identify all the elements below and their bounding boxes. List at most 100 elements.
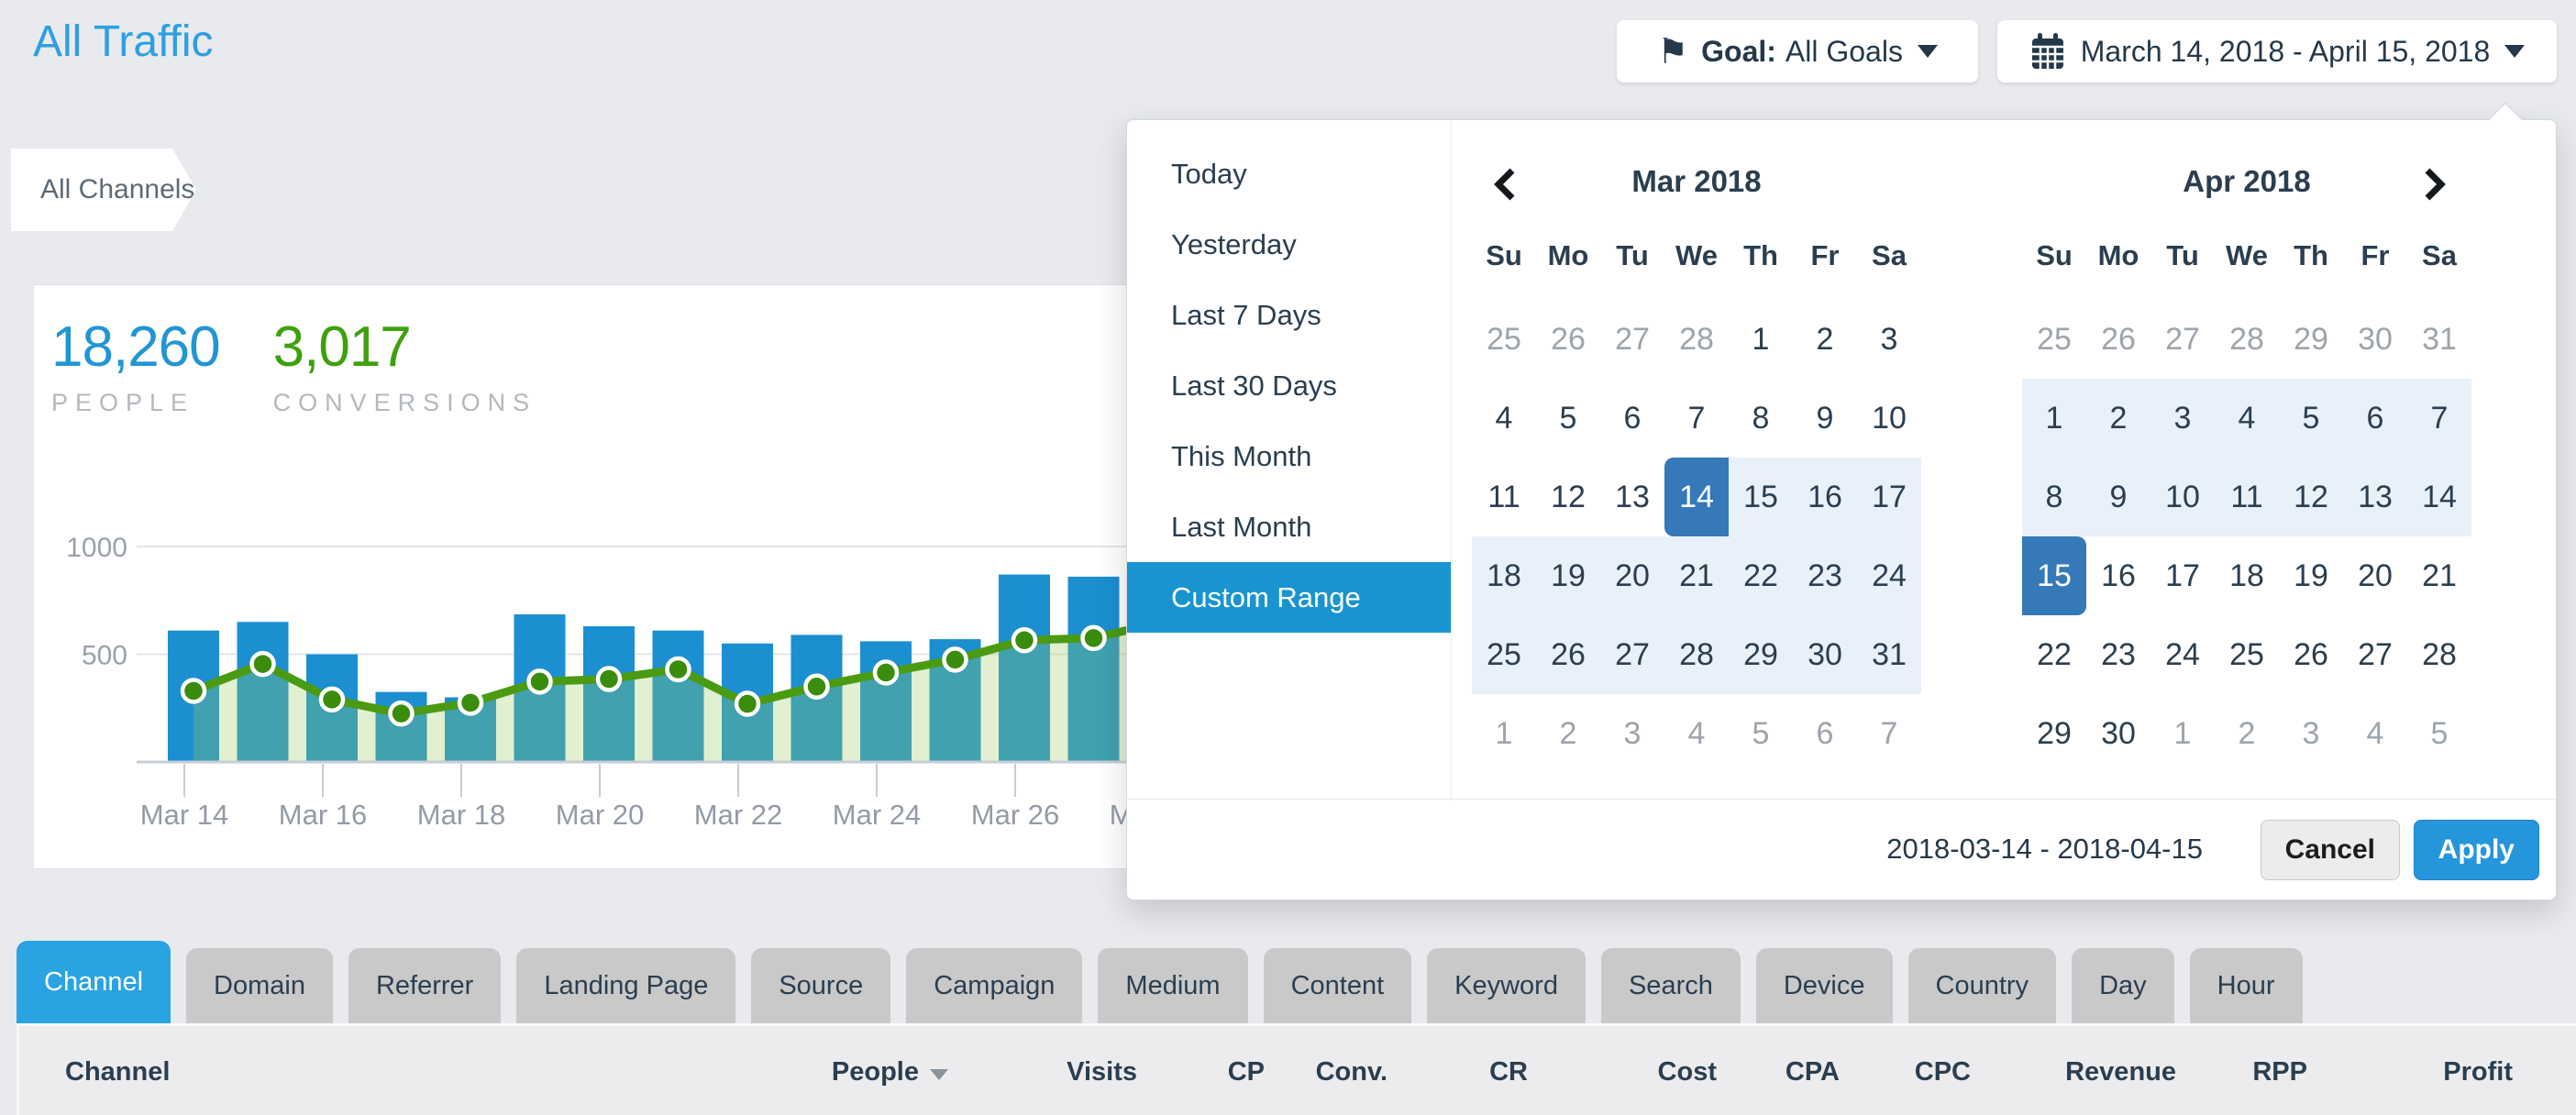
day-cell[interactable]: 24 xyxy=(1857,536,1921,615)
day-cell[interactable]: 9 xyxy=(1816,400,1834,436)
apply-button[interactable]: Apply xyxy=(2413,820,2539,880)
tab-referrer[interactable]: Referrer xyxy=(348,948,502,1023)
tab-hour[interactable]: Hour xyxy=(2189,948,2303,1023)
day-cell[interactable]: 6 xyxy=(1623,400,1642,436)
day-cell[interactable]: 29 xyxy=(2037,715,2072,751)
day-cell[interactable]: 25 xyxy=(1472,615,1536,694)
day-cell[interactable]: 20 xyxy=(1600,536,1664,615)
day-cell[interactable]: 10 xyxy=(2150,458,2215,536)
column-header-rpp[interactable]: RPP xyxy=(2252,1057,2307,1087)
day-cell[interactable]: 3 xyxy=(2150,379,2215,458)
day-cell[interactable]: 19 xyxy=(2294,558,2328,593)
preset-last-month[interactable]: Last Month xyxy=(1171,511,1312,543)
day-cell[interactable]: 17 xyxy=(1857,458,1921,536)
tab-day[interactable]: Day xyxy=(2072,948,2174,1023)
column-header-cpa[interactable]: CPA xyxy=(1785,1057,1840,1087)
tab-search[interactable]: Search xyxy=(1600,948,1741,1023)
day-cell[interactable]: 16 xyxy=(2101,558,2136,593)
day-cell[interactable]: 10 xyxy=(1872,400,1907,436)
day-cell[interactable]: 13 xyxy=(1615,479,1650,514)
day-cell[interactable]: 20 xyxy=(2358,558,2393,593)
day-cell[interactable]: 29 xyxy=(1729,615,1793,694)
column-header-cr[interactable]: CR xyxy=(1489,1057,1528,1087)
cancel-button[interactable]: Cancel xyxy=(2260,820,2400,880)
day-cell[interactable]: 8 xyxy=(1752,400,1770,436)
preset-custom-range[interactable]: Custom Range xyxy=(1127,562,1451,633)
column-header-revenue[interactable]: Revenue xyxy=(2065,1057,2176,1087)
day-cell[interactable]: 27 xyxy=(2358,636,2393,672)
day-cell[interactable]: 25 xyxy=(2229,636,2264,672)
day-cell[interactable]: 9 xyxy=(2086,458,2150,536)
prev-month-button[interactable] xyxy=(1490,166,1521,203)
tab-landing-page[interactable]: Landing Page xyxy=(516,948,736,1023)
day-cell[interactable]: 16 xyxy=(1793,458,1857,536)
breadcrumb-all-channels[interactable]: All Channels xyxy=(11,149,196,231)
day-cell[interactable]: 1 xyxy=(2022,379,2086,458)
day-cell[interactable]: 23 xyxy=(1793,536,1857,615)
column-header-cpc[interactable]: CPC xyxy=(1914,1057,1971,1087)
day-cell[interactable]: 2 xyxy=(2086,379,2150,458)
preset-yesterday[interactable]: Yesterday xyxy=(1171,228,1297,260)
day-cell[interactable]: 30 xyxy=(2101,715,2136,751)
day-cell[interactable]: 15 xyxy=(1729,458,1793,536)
goal-selector-button[interactable]: ⚑ Goal: All Goals xyxy=(1617,20,1978,83)
day-cell[interactable]: 26 xyxy=(1536,615,1600,694)
day-cell[interactable]: 15 xyxy=(2022,536,2086,615)
column-header-people[interactable]: People xyxy=(832,1057,948,1087)
day-cell[interactable]: 21 xyxy=(1664,536,1729,615)
tab-medium[interactable]: Medium xyxy=(1098,948,1248,1023)
column-header-channel[interactable]: Channel xyxy=(65,1057,171,1087)
day-cell[interactable]: 4 xyxy=(1495,400,1513,436)
day-cell[interactable]: 30 xyxy=(1793,615,1857,694)
day-cell[interactable]: 11 xyxy=(2215,458,2279,536)
day-cell[interactable]: 18 xyxy=(1472,536,1536,615)
day-cell[interactable]: 4 xyxy=(2215,379,2279,458)
day-cell[interactable]: 31 xyxy=(1857,615,1921,694)
day-cell[interactable]: 6 xyxy=(2343,379,2407,458)
next-month-button[interactable] xyxy=(2418,166,2449,203)
day-cell[interactable]: 28 xyxy=(2422,636,2457,672)
column-header-cost[interactable]: Cost xyxy=(1657,1057,1717,1087)
tab-keyword[interactable]: Keyword xyxy=(1427,948,1586,1023)
day-cell[interactable]: 14 xyxy=(2407,458,2471,536)
tab-channel[interactable]: Channel xyxy=(17,941,171,1023)
day-cell[interactable]: 23 xyxy=(2101,636,2136,672)
day-cell[interactable]: 3 xyxy=(1880,321,1898,357)
day-cell[interactable]: 12 xyxy=(1551,479,1586,514)
day-cell[interactable]: 5 xyxy=(1559,400,1577,436)
date-range-button[interactable]: March 14, 2018 - April 15, 2018 xyxy=(1997,20,2557,83)
column-header-visits[interactable]: Visits xyxy=(1067,1057,1137,1087)
day-cell[interactable]: 12 xyxy=(2279,458,2343,536)
preset-last-7-days[interactable]: Last 7 Days xyxy=(1171,299,1321,331)
day-cell[interactable]: 1 xyxy=(1752,321,1770,357)
tab-source[interactable]: Source xyxy=(751,948,891,1023)
day-cell[interactable]: 22 xyxy=(2037,636,2072,672)
tab-domain[interactable]: Domain xyxy=(186,948,333,1023)
day-cell[interactable]: 19 xyxy=(1536,536,1600,615)
day-cell[interactable]: 8 xyxy=(2022,458,2086,536)
day-cell[interactable]: 21 xyxy=(2422,558,2457,593)
preset-this-month[interactable]: This Month xyxy=(1171,440,1312,472)
day-cell[interactable]: 5 xyxy=(2279,379,2343,458)
day-cell[interactable]: 2 xyxy=(1816,321,1834,357)
day-cell[interactable]: 14 xyxy=(1664,458,1729,536)
day-cell[interactable]: 18 xyxy=(2229,558,2264,593)
day-cell[interactable]: 26 xyxy=(2294,636,2328,672)
column-header-conv[interactable]: Conv. xyxy=(1315,1057,1388,1087)
tab-device[interactable]: Device xyxy=(1755,948,1893,1023)
day-cell[interactable]: 13 xyxy=(2343,458,2407,536)
day-cell[interactable]: 24 xyxy=(2165,636,2200,672)
day-cell[interactable]: 27 xyxy=(1600,615,1664,694)
day-cell[interactable]: 28 xyxy=(1664,615,1729,694)
day-cell[interactable]: 17 xyxy=(2165,558,2200,593)
column-header-cp[interactable]: CP xyxy=(1227,1057,1265,1087)
tab-content[interactable]: Content xyxy=(1263,948,1412,1023)
preset-last-30-days[interactable]: Last 30 Days xyxy=(1171,370,1337,402)
tab-country[interactable]: Country xyxy=(1907,948,2057,1023)
day-cell[interactable]: 7 xyxy=(2407,379,2471,458)
tab-campaign[interactable]: Campaign xyxy=(906,948,1083,1023)
day-cell[interactable]: 22 xyxy=(1729,536,1793,615)
day-cell[interactable]: 11 xyxy=(1487,479,1520,514)
preset-today[interactable]: Today xyxy=(1171,158,1247,190)
day-cell[interactable]: 7 xyxy=(1687,400,1706,436)
